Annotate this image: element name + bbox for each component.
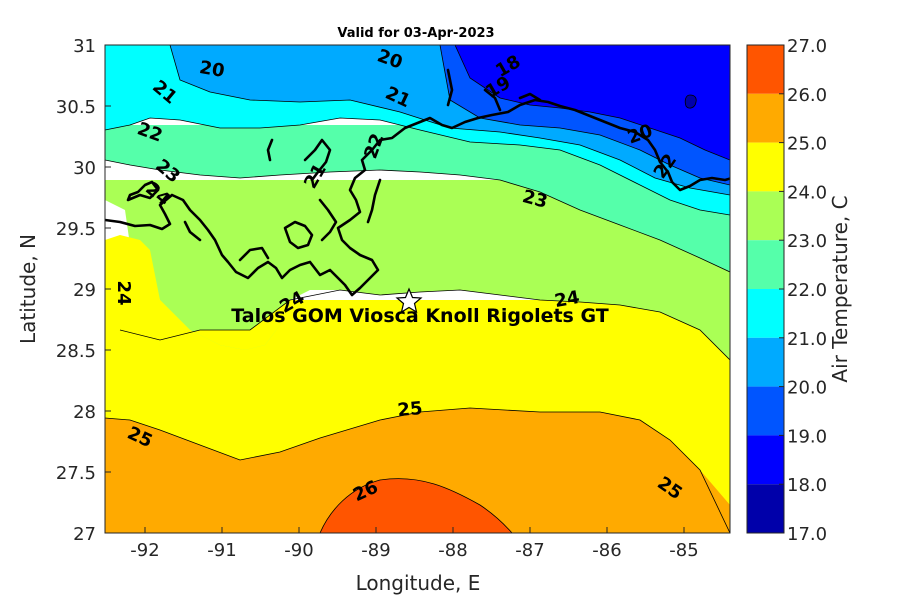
colorbar-tick-label: 21.0 [787,329,827,350]
colorbar-tick-label: 22.0 [787,280,827,301]
x-tick-label: -91 [207,540,236,561]
colorbar-band [747,240,784,289]
colorbar-band [747,45,784,94]
colorbar-tick-label: 26.0 [787,85,827,106]
contour-label-25-center: 25 [397,398,424,421]
colorbar-tick-label: 18.0 [787,475,827,496]
colorbar-tick-label: 23.0 [787,231,827,252]
contour-label-24-east: 24 [553,287,581,312]
colorbar: 27.0 26.0 25.0 24.0 23.0 22.0 21.0 20.0 19.0 18.0… [746,36,827,545]
y-tick-label: 29 [73,280,96,301]
band-17-18-top [685,95,697,109]
colorbar-band [747,435,784,485]
colorbar-tick-label: 19.0 [787,426,827,447]
colorbar-band [747,142,784,192]
band-18-19-top [455,45,730,160]
band-24-25 [105,300,730,505]
x-tick-label: -88 [438,540,467,561]
y-tick-label: 27.5 [56,463,96,484]
colorbar-band [747,191,784,241]
band-20-21-top [170,45,730,195]
contour-label-24-west: 24 [113,280,134,305]
y-tick-label: 30.5 [56,97,96,118]
x-tick-label: -86 [592,540,621,561]
colorbar-band [747,484,784,533]
colorbar-band [747,337,784,387]
coastline [105,68,730,297]
filled-bands [105,45,730,533]
x-tick-label: -92 [130,540,159,561]
station-label: Talos GOM Viosca Knoll Rigolets GT [231,305,608,327]
band-21-22 [105,45,730,215]
y-tick-label: 31 [73,36,96,57]
colorbar-tick-label: 17.0 [787,524,827,545]
contour-label-20-west: 20 [198,57,226,82]
colorbar-tick-label: 25.0 [787,134,827,155]
colorbar-band [747,386,784,436]
star-icon[interactable] [395,287,423,314]
x-tick-label: -90 [284,540,313,561]
y-tick-label: 28.5 [56,341,96,362]
colorbar-band [747,93,784,143]
y-axis: 31 30.5 30 29.5 29 28.5 28 27.5 27 Latit… [16,36,111,545]
x-tick-label: -85 [669,540,698,561]
band-23-24 [105,180,730,360]
y-tick-label: 30 [73,158,96,179]
x-axis-label: Longitude, E [356,571,481,595]
y-axis-label: Latitude, N [16,234,40,344]
colorbar-band [747,289,784,338]
chart-title: Valid for 03-Apr-2023 [337,26,494,41]
y-tick-label: 29.5 [56,219,96,240]
colorbar-label: Air Temperature, C [828,195,852,382]
band-26-27 [320,478,512,533]
y-tick-label: 27 [73,524,96,545]
x-axis: -92 -91 -90 -89 -88 -87 -86 -85 Longitud… [130,527,699,595]
band-24-25-west [105,235,290,350]
colorbar-tick-label: 20.0 [787,378,827,399]
x-tick-label: -87 [515,540,544,561]
band-22-23 [105,125,730,272]
station-marker[interactable] [395,287,423,314]
x-tick-label: -89 [361,540,390,561]
y-tick-label: 28 [73,402,96,423]
colorbar-tick-label: 24.0 [787,182,827,203]
colorbar-tick-label: 27.0 [787,36,827,57]
